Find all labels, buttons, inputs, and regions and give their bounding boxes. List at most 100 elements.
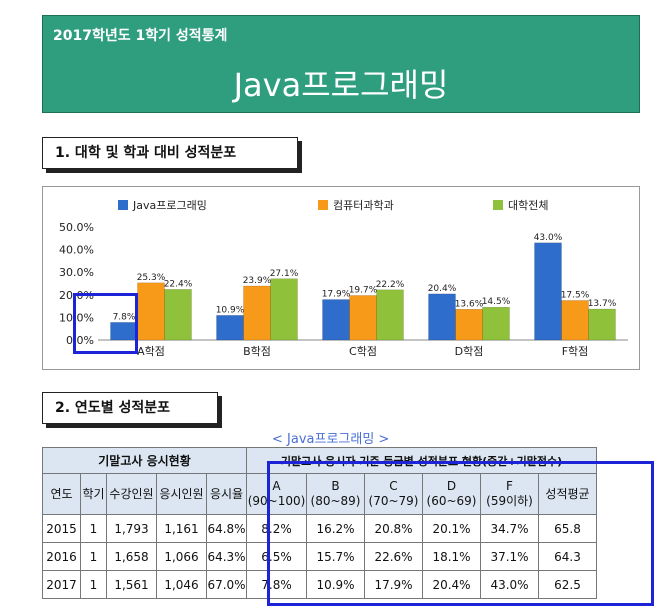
bar: [428, 293, 456, 341]
table-cell: 1: [80, 542, 107, 571]
column-header-label: 학기: [82, 486, 105, 501]
data-label: 25.3%: [137, 273, 166, 283]
grade-distribution-chart: 0.0%10.0%20.0%30.0%40.0%50.0%Java프로그래밍 컴퓨…: [59, 199, 628, 358]
bar: [164, 289, 192, 341]
bar: [561, 300, 589, 341]
column-header: B (80~89): [306, 473, 365, 515]
column-header: A (90~100): [246, 473, 307, 515]
table-cell: 1,561: [106, 570, 157, 599]
table-cell: 20.1%: [422, 514, 481, 543]
x-tick-label: F학점: [562, 345, 589, 358]
column-header-range: (59이하): [486, 494, 533, 508]
table-cell: 2017: [42, 570, 81, 599]
data-label: 17.9%: [322, 290, 351, 300]
y-tick-label: 40.0%: [59, 244, 94, 257]
bar: [376, 289, 404, 341]
table-cell: 10.9%: [306, 570, 365, 599]
table-cell: 22.6%: [364, 542, 423, 571]
bar: [322, 299, 350, 341]
column-header-label: 응시인원: [159, 486, 204, 501]
x-tick-label: C학점: [349, 345, 377, 358]
table-cell: 15.7%: [306, 542, 365, 571]
column-header-range: (60~69): [426, 494, 477, 508]
column-header-range: (90~100): [247, 494, 306, 508]
table-cell: 64.3: [538, 542, 597, 571]
bar: [270, 278, 298, 341]
legend-label: 컴퓨터과학과: [333, 199, 394, 212]
column-header: 수강인원: [106, 473, 157, 515]
column-header: C (70~79): [364, 473, 423, 515]
y-tick-label: 30.0%: [59, 266, 94, 279]
highlight-box-a-grade: [73, 293, 138, 354]
legend-label: Java프로그래밍: [132, 199, 207, 212]
data-label: 19.7%: [349, 285, 378, 295]
legend-swatch: [493, 200, 503, 210]
bar: [349, 295, 377, 341]
column-header-label: A: [272, 479, 281, 493]
column-header: 학기: [80, 473, 107, 515]
table-cell: 1,793: [106, 514, 157, 543]
y-tick-label: 50.0%: [59, 221, 94, 234]
table-cell: 1: [80, 570, 107, 599]
section-2-heading: 2. 연도별 성적분포: [42, 392, 218, 424]
legend-swatch: [318, 200, 328, 210]
table-cell: 2015: [42, 514, 81, 543]
table-cell: 20.8%: [364, 514, 423, 543]
yearly-grade-table: 기말고사 응시현황 기말고사 응시자 기준 등급별 성적분포 현황(중간+기말점수…: [42, 447, 597, 599]
data-label: 13.6%: [455, 299, 484, 309]
column-header-label: D: [446, 479, 457, 493]
column-header: 응시율: [206, 473, 247, 515]
table-cell: 1,046: [156, 570, 207, 599]
column-header-label: 성적평균: [545, 486, 590, 501]
course-title: Java프로그래밍: [233, 66, 449, 104]
column-header-label: 연도: [50, 486, 73, 501]
table-cell: 1: [80, 514, 107, 543]
column-header-label: B: [331, 479, 340, 493]
x-tick-label: D학점: [455, 345, 484, 358]
table-cell: 18.1%: [422, 542, 481, 571]
group-header-exam-status: 기말고사 응시현황: [42, 447, 247, 474]
x-tick-label: A학점: [137, 345, 165, 358]
table-cell: 64.8%: [206, 514, 247, 543]
table-cell: 43.0%: [480, 570, 539, 599]
table-row: 2015 1 1,793 1,161 64.8% 8.2% 16.2% 20.8% 20.1% 3…: [42, 514, 597, 543]
table-header-row: 연도 학기 수강인원 응시인원 응시율 A (90~100) B (80~89) C (70~79)…: [42, 473, 597, 515]
data-label: 22.4%: [164, 279, 193, 289]
semester-label: 2017학년도 1학기 성적통계: [53, 28, 228, 44]
column-header-label: 응시율: [209, 486, 244, 501]
column-header: F (59이하): [480, 473, 539, 515]
x-tick-label: B학점: [243, 345, 271, 358]
grade-distribution-chart-frame: 0.0% 10.0% 20.0% 30.0% 40.0% 50.0% Java프로그래밍 컴퓨…: [42, 186, 640, 370]
column-header-label: C: [389, 479, 398, 493]
table-cell: 20.4%: [422, 570, 481, 599]
table-cell: 1,161: [156, 514, 207, 543]
legend-label: 대학전체: [508, 199, 548, 212]
bar: [216, 315, 244, 341]
data-label: 7.8%: [113, 312, 136, 322]
legend-swatch: [118, 200, 128, 210]
bar: [455, 309, 483, 341]
table-row: 2017 1 1,561 1,046 67.0% 7.8% 10.9% 17.9% 20.4% 4…: [42, 570, 597, 599]
table-cell: 64.3%: [206, 542, 247, 571]
y-tick-label: 10.0%: [59, 311, 94, 324]
title-banner: 2017학년도 1학기 성적통계 Java프로그래밍: [42, 15, 640, 113]
table-cell: 1,066: [156, 542, 207, 571]
column-header-range: (80~89): [310, 494, 361, 508]
column-header-label: 수강인원: [109, 486, 154, 501]
bar: [482, 306, 510, 341]
data-label: 22.2%: [376, 280, 405, 290]
column-header: 연도: [42, 473, 81, 515]
column-header: 응시인원: [156, 473, 207, 515]
table-cell: 62.5: [538, 570, 597, 599]
data-label: 23.9%: [243, 276, 272, 286]
data-label: 10.9%: [216, 305, 245, 315]
bar: [588, 308, 616, 341]
table-row: 2016 1 1,658 1,066 64.3% 6.5% 15.7% 22.6% 18.1% 3…: [42, 542, 597, 571]
table-subtitle: < Java프로그래밍 >: [272, 432, 390, 447]
highlight-box-grade-distribution: [267, 461, 654, 606]
data-label: 20.4%: [428, 284, 457, 294]
bar: [243, 285, 271, 341]
column-header-range: (70~79): [368, 494, 419, 508]
bar: [137, 282, 165, 341]
data-label: 13.7%: [588, 299, 617, 309]
